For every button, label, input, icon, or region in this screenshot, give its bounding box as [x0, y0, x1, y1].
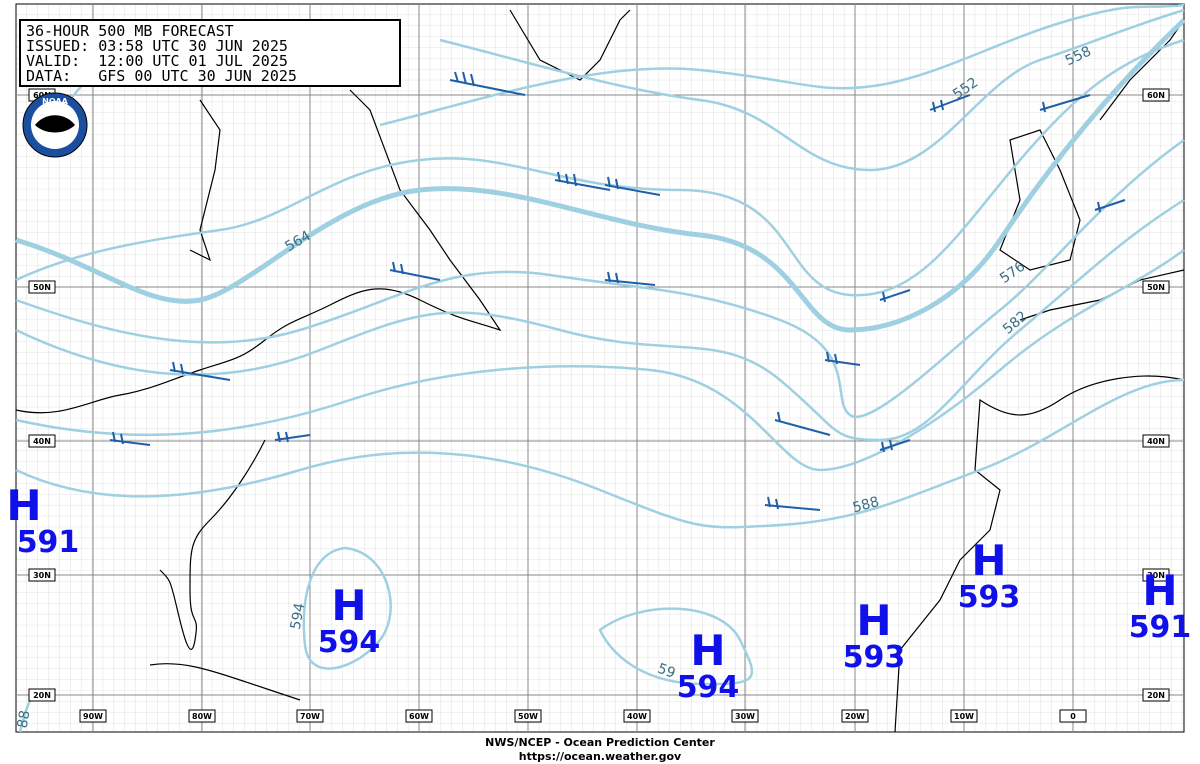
- lon-label-box: [623, 709, 651, 723]
- map-frame: [15, 3, 1185, 733]
- high-value: 593: [843, 640, 906, 675]
- lon-label: 80W: [192, 712, 212, 721]
- header-line: DATA: GFS 00 UTC 30 JUN 2025: [26, 67, 297, 85]
- lat-label-box: [28, 280, 56, 294]
- lat-label: 50N: [33, 283, 51, 292]
- lat-label-box: [1142, 88, 1170, 102]
- footer-line: NWS/NCEP - Ocean Prediction Center: [485, 736, 715, 749]
- lon-label: 40W: [627, 712, 647, 721]
- lon-label: 0: [1070, 712, 1076, 721]
- contour-label: 588: [851, 494, 881, 516]
- lat-label: 20N: [33, 691, 51, 700]
- high-symbol: H: [1142, 566, 1177, 615]
- lon-label-box: [296, 709, 324, 723]
- lon-label: 10W: [954, 712, 974, 721]
- high-symbol: H: [971, 536, 1006, 585]
- lat-label-box: [1142, 568, 1170, 582]
- header-line: ISSUED: 03:58 UTC 30 JUN 2025: [26, 37, 288, 55]
- lon-label-box: [79, 709, 107, 723]
- lon-label-box: [188, 709, 216, 723]
- height-contours: [15, 3, 1186, 733]
- lat-label: 30N: [33, 571, 51, 580]
- lon-label: 50W: [518, 712, 538, 721]
- lat-label: 60N: [1147, 91, 1165, 100]
- high-value: 591: [1129, 610, 1192, 645]
- lat-label-box: [28, 688, 56, 702]
- lat-label: 40N: [33, 437, 51, 446]
- lat-label: 40N: [1147, 437, 1165, 446]
- high-value: 594: [318, 625, 381, 660]
- footer-line: https://ocean.weather.gov: [519, 750, 682, 763]
- lat-label-box: [1142, 688, 1170, 702]
- high-value: 591: [17, 525, 80, 560]
- header-line: VALID: 12:00 UTC 01 JUL 2025: [26, 52, 288, 70]
- lat-label: 20N: [1147, 691, 1165, 700]
- lon-label: 70W: [300, 712, 320, 721]
- noaa-logo: NOAA: [22, 92, 88, 158]
- lon-label-box: [405, 709, 433, 723]
- wind-barbs: [109, 71, 1126, 511]
- lon-label-box: [950, 709, 978, 723]
- high-symbol: H: [6, 481, 41, 530]
- logo-text: NOAA: [42, 97, 68, 106]
- contour-label: 594: [288, 602, 308, 631]
- high-symbol: H: [331, 581, 366, 630]
- contour-label: 88: [15, 709, 34, 729]
- high-symbol: H: [690, 626, 725, 675]
- header-box: [19, 19, 401, 87]
- high-value: 593: [958, 580, 1021, 615]
- lon-label: 60W: [409, 712, 429, 721]
- lat-label: 30N: [1147, 571, 1165, 580]
- lon-label: 20W: [845, 712, 865, 721]
- high-value: 594: [677, 670, 740, 705]
- lon-label-box: [1059, 709, 1087, 723]
- lon-label: 30W: [735, 712, 755, 721]
- lat-label-box: [28, 434, 56, 448]
- header-text: 36-HOUR 500 MB FORECAST ISSUED: 03:58 UT…: [26, 22, 297, 85]
- lon-label-box: [841, 709, 869, 723]
- lat-label-box: [1142, 280, 1170, 294]
- lat-label-box: [28, 568, 56, 582]
- contour-label: 59: [655, 661, 677, 682]
- lat-label: 50N: [1147, 283, 1165, 292]
- lon-label: 90W: [83, 712, 103, 721]
- header-line: 36-HOUR 500 MB FORECAST: [26, 22, 234, 40]
- high-symbol: H: [856, 596, 891, 645]
- lon-label-box: [514, 709, 542, 723]
- lon-label-box: [731, 709, 759, 723]
- lat-label-box: [1142, 434, 1170, 448]
